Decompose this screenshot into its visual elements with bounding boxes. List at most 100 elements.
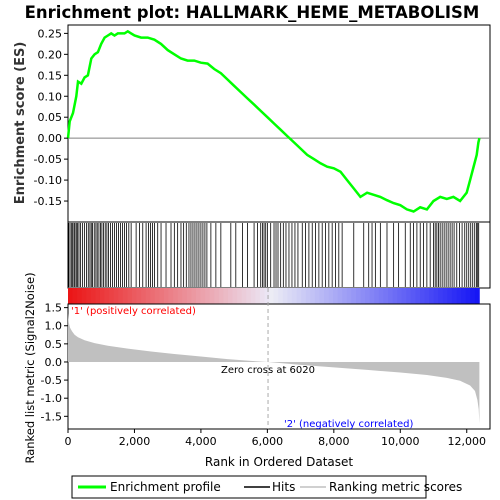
color-bar-segment [237, 288, 243, 304]
metric-y-tick-label: -1.0 [41, 392, 62, 405]
color-bar-segment [150, 288, 156, 304]
color-bar-segment [77, 288, 83, 304]
color-bar-segment [68, 288, 73, 304]
color-bar-segment [104, 288, 110, 304]
hits-panel-frame [67, 221, 491, 289]
metric-y-tick-label: 0.5 [45, 338, 63, 351]
color-bar-segment [122, 288, 128, 304]
color-bar-segment [310, 288, 316, 304]
color-bar-segment [465, 288, 471, 304]
es-y-tick-label: -0.05 [34, 153, 62, 166]
x-axis: 0 2,000 4,000 6,000 8,000 10,000 12,000 [65, 429, 486, 448]
color-bar-segment [145, 288, 151, 304]
es-panel-frame [67, 24, 491, 223]
color-bar-segment [95, 288, 101, 304]
color-bar-segment [342, 288, 348, 304]
es-y-tick-label: 0.25 [38, 27, 63, 40]
negative-correlation-label: '2' (negatively correlated) [284, 419, 413, 430]
color-bar-segment [72, 288, 78, 304]
color-bar-segment [163, 288, 169, 304]
color-bar-segment [397, 288, 403, 304]
color-bar-segment [328, 288, 334, 304]
color-bar-segment [273, 288, 279, 304]
legend-label-enrichment: Enrichment profile [110, 480, 221, 494]
x-tick-label: 6,000 [252, 435, 284, 448]
color-bar-segment [99, 288, 105, 304]
color-bar-segment [214, 288, 220, 304]
color-bar-segment [86, 288, 92, 304]
color-bar-segment [378, 288, 384, 304]
color-bar-segment [360, 288, 366, 304]
x-axis-label: Rank in Ordered Dataset [205, 455, 353, 469]
es-y-tick-label: -0.15 [34, 195, 62, 208]
color-bar-segment [314, 288, 320, 304]
color-bar-segment [442, 288, 448, 304]
color-bar-segment [173, 288, 179, 304]
color-bar-segment [383, 288, 389, 304]
es-y-tick-label: -0.10 [34, 174, 62, 187]
hits-markers [68, 223, 480, 287]
color-bar-segment [410, 288, 416, 304]
legend-label-hits: Hits [272, 480, 295, 494]
color-bar-segment [205, 288, 211, 304]
color-bar-segment [182, 288, 188, 304]
color-bar-segment [282, 288, 288, 304]
metric-y-tick-label: 1.0 [45, 320, 63, 333]
es-y-tick-label: 0.10 [38, 90, 63, 103]
x-tick-label: 0 [65, 435, 72, 448]
x-tick-label: 4,000 [185, 435, 217, 448]
color-bar-segment [177, 288, 183, 304]
color-bar-segment [424, 288, 430, 304]
color-bar-segment [456, 288, 462, 304]
color-bar-segment [365, 288, 371, 304]
color-bar-segment [369, 288, 375, 304]
color-bar-segment [301, 288, 307, 304]
metric-y-tick-label: -0.5 [41, 374, 62, 387]
x-tick-label: 2,000 [119, 435, 151, 448]
color-bar-segment [433, 288, 439, 304]
metric-y-axis-label: Ranked list metric (Signal2Noise) [23, 272, 37, 463]
color-bar-segment [470, 288, 476, 304]
color-bar-segment [461, 288, 467, 304]
color-bar-segment [191, 288, 197, 304]
color-bar-segment [264, 288, 270, 304]
color-bar-segment [154, 288, 160, 304]
color-bar-segment [209, 288, 215, 304]
color-bar-segment [278, 288, 284, 304]
color-bar-segment [131, 288, 137, 304]
color-bar-segment [223, 288, 229, 304]
color-bar-segment [113, 288, 119, 304]
color-bar-segment [392, 288, 398, 304]
ranking-metric-area [68, 313, 480, 424]
color-bar-segment [355, 288, 361, 304]
color-bar-segment [200, 288, 206, 304]
color-bar-segment [296, 288, 302, 304]
color-bar-segment [346, 288, 352, 304]
color-bar-segment [474, 288, 480, 304]
color-bar-segment [259, 288, 265, 304]
color-bar-segment [141, 288, 147, 304]
color-bar-segment [136, 288, 142, 304]
color-bar-segment [250, 288, 256, 304]
color-bar-segment [438, 288, 444, 304]
color-bar-segment [241, 288, 247, 304]
metric-y-tick-label: 1.5 [45, 302, 63, 315]
color-bar-segment [168, 288, 174, 304]
color-bar-segment [291, 288, 297, 304]
chart-title: Enrichment plot: HALLMARK_HEME_METABOLIS… [25, 3, 480, 22]
color-bar-segment [269, 288, 275, 304]
enrichment-profile-line [66, 29, 481, 213]
color-bar-segment [319, 288, 325, 304]
es-y-tick-label: 0.05 [38, 111, 63, 124]
color-bar-segment [227, 288, 233, 304]
color-bar-segment [287, 288, 293, 304]
color-bar-segment [195, 288, 201, 304]
x-tick-label: 8,000 [318, 435, 350, 448]
color-bar-segment [406, 288, 412, 304]
zero-cross-label: Zero cross at 6020 [221, 365, 315, 376]
metric-y-tick-label: 0.0 [45, 356, 63, 369]
es-y-tick-label: 0.15 [38, 69, 63, 82]
color-bar-segment [419, 288, 425, 304]
color-bar-segment [374, 288, 380, 304]
es-y-tick-label: 0.20 [38, 48, 63, 61]
